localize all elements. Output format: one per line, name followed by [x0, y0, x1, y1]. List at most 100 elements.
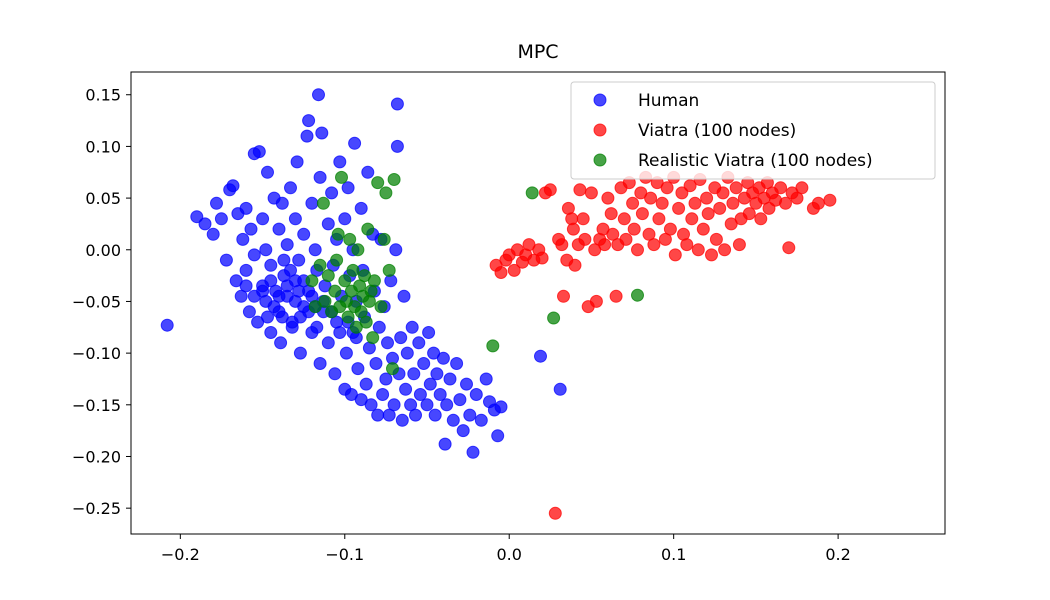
data-point [316, 196, 330, 210]
data-point [321, 217, 335, 231]
data-point [367, 274, 381, 288]
data-point [261, 310, 274, 324]
data-point [361, 222, 375, 236]
data-point [754, 212, 768, 226]
data-point [234, 289, 248, 303]
data-point [647, 238, 661, 252]
data-point [321, 269, 335, 283]
data-point [446, 413, 460, 427]
data-point [369, 357, 383, 370]
data-point [331, 227, 345, 241]
x-tick-label: 0.1 [661, 545, 686, 564]
data-point [713, 201, 727, 215]
data-point [259, 243, 273, 257]
data-point [338, 212, 352, 226]
data-point [460, 377, 473, 391]
data-point [285, 320, 299, 334]
data-point [361, 165, 375, 179]
data-point [631, 288, 644, 302]
data-point [160, 318, 174, 332]
data-point [626, 196, 640, 210]
data-point [701, 207, 715, 221]
data-point [438, 437, 452, 451]
data-point [321, 336, 335, 350]
y-tick-label: −0.25 [72, 499, 121, 518]
y-tick-label: −0.15 [72, 396, 121, 415]
data-point [374, 300, 388, 314]
data-point [672, 201, 686, 215]
data-point [675, 186, 689, 200]
data-point [315, 126, 329, 140]
data-point [718, 243, 732, 257]
data-point [379, 186, 393, 200]
data-point [443, 372, 457, 386]
data-point [290, 155, 304, 169]
data-point [267, 300, 281, 314]
data-point [466, 445, 480, 459]
data-point [453, 393, 467, 407]
data-point [627, 222, 641, 236]
data-point [284, 181, 297, 195]
y-axis: 0.15 0.10 0.05 0.00 −0.05 −0.10 −0.15 −0.20 −0.2… [72, 86, 131, 518]
data-point [400, 346, 414, 360]
data-point [293, 310, 307, 324]
data-point [351, 243, 365, 257]
data-point [430, 367, 444, 381]
data-point [242, 305, 256, 319]
data-point [341, 181, 355, 195]
data-point [348, 136, 362, 150]
data-point [390, 97, 404, 111]
data-point [732, 238, 746, 252]
legend-label: Human [638, 91, 699, 111]
x-tick-label: −0.1 [325, 545, 364, 564]
data-point [292, 253, 306, 267]
data-point [423, 377, 437, 391]
data-point [566, 222, 580, 236]
data-point [280, 279, 294, 293]
data-point [486, 339, 500, 353]
data-point [635, 207, 649, 221]
y-tick-label: 0.15 [85, 86, 121, 105]
data-point [405, 320, 419, 334]
data-point [288, 212, 302, 226]
data-point [494, 266, 508, 279]
data-point [338, 274, 352, 288]
data-point [658, 232, 672, 246]
data-point [359, 315, 373, 329]
data-point [534, 349, 547, 363]
data-point [354, 305, 368, 319]
legend-label: Viatra (100 nodes) [638, 121, 796, 141]
data-point [318, 294, 332, 308]
data-point [420, 398, 434, 412]
legend-label: Realistic Viatra (100 nodes) [638, 151, 873, 171]
plot-frame [130, 71, 946, 535]
data-point [422, 326, 436, 339]
data-point [313, 357, 327, 370]
data-point [346, 263, 360, 277]
data-point [272, 289, 286, 303]
data-point [219, 253, 233, 267]
data-point [589, 294, 603, 308]
data-point [553, 382, 567, 396]
legend-marker [593, 153, 607, 167]
x-tick-label: −0.2 [161, 545, 200, 564]
x-tick-label: 0.2 [825, 545, 850, 564]
data-point [663, 222, 677, 236]
legend-marker [593, 123, 607, 137]
data-point [359, 377, 373, 391]
data-point [409, 408, 422, 422]
data-point [312, 88, 325, 102]
data-point [631, 243, 644, 257]
data-point [474, 413, 488, 427]
data-point [652, 212, 666, 226]
chart-title: MPC [517, 41, 558, 63]
y-tick-label: −0.05 [72, 292, 121, 311]
data-point [774, 181, 788, 195]
data-point [313, 170, 327, 184]
data-point [469, 388, 483, 401]
data-point [382, 263, 396, 277]
data-point [691, 243, 705, 257]
data-point [668, 248, 682, 262]
data-point [261, 165, 274, 179]
